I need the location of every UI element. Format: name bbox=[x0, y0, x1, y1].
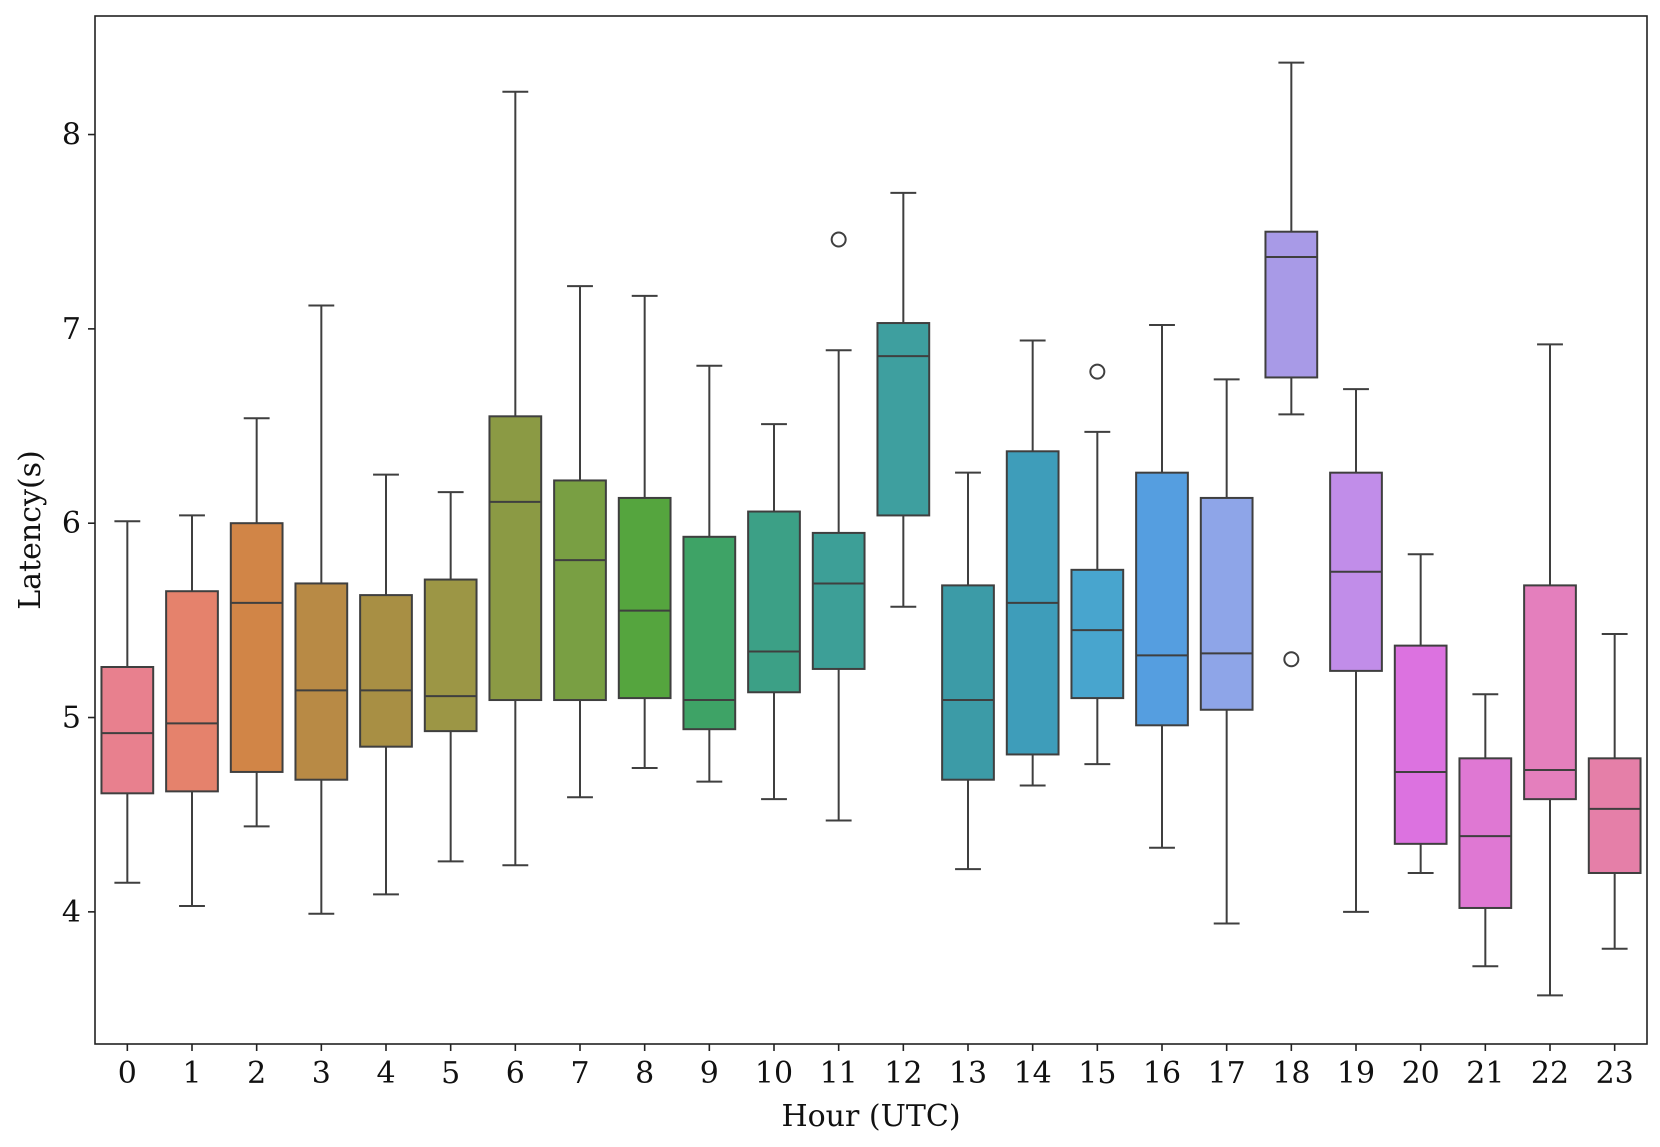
x-tick-label: 8 bbox=[635, 1056, 654, 1091]
x-tick-label: 1 bbox=[182, 1056, 201, 1091]
iqr-box bbox=[423, 578, 478, 733]
x-axis: 0 1 2 3 4 5 6 7 8 9 10 11 12 13 14 15 16 17 18 19 20 21 22 23 bbox=[118, 1044, 1634, 1091]
iqr-box bbox=[553, 479, 607, 702]
iqr-box bbox=[229, 522, 284, 773]
box-hour-6 bbox=[488, 90, 543, 867]
y-tick-label: 5 bbox=[62, 701, 81, 736]
box-hour-23 bbox=[1587, 632, 1642, 950]
x-tick-label: 22 bbox=[1531, 1056, 1569, 1091]
x-tick-label: 10 bbox=[755, 1056, 793, 1091]
x-tick-label: 0 bbox=[118, 1056, 137, 1091]
iqr-box bbox=[682, 535, 737, 731]
box-hour-3 bbox=[294, 304, 349, 915]
x-axis-label: Hour (UTC) bbox=[781, 1099, 960, 1134]
iqr-box bbox=[1135, 471, 1189, 727]
iqr-box bbox=[359, 594, 413, 748]
box-hour-17 bbox=[1199, 378, 1254, 925]
plot-frame bbox=[94, 15, 1648, 1045]
iqr-box bbox=[165, 590, 219, 793]
x-tick-label: 9 bbox=[700, 1056, 719, 1091]
x-tick-label: 6 bbox=[506, 1056, 525, 1091]
y-tick-label: 7 bbox=[62, 312, 81, 347]
box-hour-7 bbox=[553, 285, 607, 799]
box-hour-22 bbox=[1523, 343, 1577, 997]
x-tick-label: 7 bbox=[570, 1056, 589, 1091]
box-hour-11 bbox=[811, 231, 866, 822]
box-hour-2 bbox=[229, 417, 284, 828]
box-hour-19 bbox=[1329, 388, 1383, 913]
boxes-layer bbox=[100, 61, 1642, 997]
box-hour-16 bbox=[1135, 323, 1189, 849]
x-tick-label: 19 bbox=[1337, 1056, 1375, 1091]
x-tick-label: 18 bbox=[1272, 1056, 1310, 1091]
x-tick-label: 13 bbox=[949, 1056, 987, 1091]
box-hour-21 bbox=[1458, 693, 1513, 968]
box-hour-4 bbox=[359, 473, 413, 896]
x-tick-label: 21 bbox=[1466, 1056, 1504, 1091]
x-tick-label: 15 bbox=[1078, 1056, 1116, 1091]
iqr-box bbox=[747, 510, 801, 694]
iqr-box bbox=[1264, 230, 1319, 379]
y-tick-label: 4 bbox=[62, 895, 81, 930]
y-axis-label: Latency(s) bbox=[13, 450, 48, 610]
iqr-box bbox=[1587, 757, 1642, 874]
outlier-point bbox=[1089, 363, 1106, 380]
box-hour-9 bbox=[682, 364, 737, 783]
x-tick-label: 11 bbox=[820, 1056, 858, 1091]
x-tick-label: 3 bbox=[312, 1056, 331, 1091]
iqr-box bbox=[1070, 568, 1125, 700]
iqr-box bbox=[876, 322, 931, 517]
iqr-box bbox=[811, 531, 866, 670]
x-tick-label: 4 bbox=[376, 1056, 395, 1091]
outlier-point bbox=[830, 231, 847, 248]
iqr-box bbox=[617, 496, 672, 700]
iqr-box bbox=[488, 415, 543, 702]
iqr-box bbox=[1523, 584, 1577, 801]
y-tick-label: 8 bbox=[62, 118, 81, 153]
x-tick-label: 2 bbox=[247, 1056, 266, 1091]
y-axis: 4 5 6 7 8 bbox=[62, 118, 95, 930]
x-tick-label: 23 bbox=[1596, 1056, 1634, 1091]
x-tick-label: 20 bbox=[1402, 1056, 1440, 1091]
box-hour-5 bbox=[423, 491, 478, 863]
iqr-box bbox=[1199, 496, 1254, 711]
iqr-box bbox=[941, 584, 995, 781]
box-hour-18 bbox=[1264, 61, 1319, 668]
box-hour-1 bbox=[165, 514, 219, 908]
x-tick-label: 17 bbox=[1208, 1056, 1246, 1091]
box-hour-8 bbox=[617, 294, 672, 770]
box-hour-20 bbox=[1393, 553, 1448, 874]
iqr-box bbox=[1393, 644, 1448, 845]
box-hour-10 bbox=[747, 423, 801, 801]
iqr-box bbox=[1458, 757, 1513, 909]
box-hour-12 bbox=[876, 191, 931, 608]
x-tick-label: 14 bbox=[1014, 1056, 1052, 1091]
x-tick-label: 12 bbox=[884, 1056, 922, 1091]
box-hour-14 bbox=[1005, 339, 1060, 787]
box-hour-15 bbox=[1070, 363, 1125, 766]
x-tick-label: 5 bbox=[441, 1056, 460, 1091]
iqr-box bbox=[100, 666, 155, 795]
x-tick-label: 16 bbox=[1143, 1056, 1181, 1091]
y-tick-label: 6 bbox=[62, 506, 81, 541]
box-hour-13 bbox=[941, 471, 995, 871]
outlier-point bbox=[1283, 651, 1300, 668]
box-hour-0 bbox=[100, 520, 155, 884]
iqr-box bbox=[294, 582, 349, 781]
